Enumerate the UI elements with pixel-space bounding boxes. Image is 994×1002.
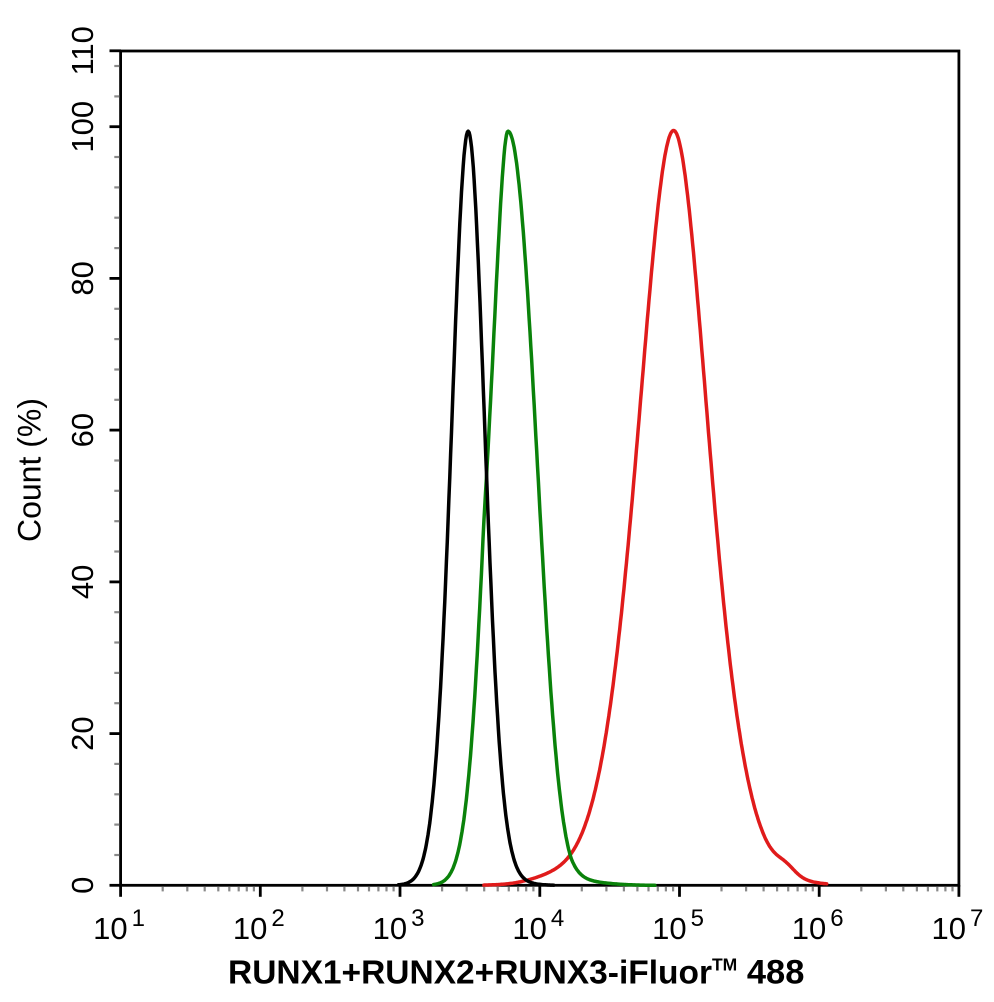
svg-text:0: 0 xyxy=(65,877,100,894)
svg-text:Count (%): Count (%) xyxy=(12,398,48,542)
svg-text:40: 40 xyxy=(65,565,100,599)
svg-text:106: 10 6 xyxy=(792,905,844,946)
svg-text:100: 100 xyxy=(65,101,100,153)
svg-text:80: 80 xyxy=(65,261,100,295)
svg-text:RUNX1+RUNX2+RUNX3-iFluorTM 488: RUNX1+RUNX2+RUNX3-iFluorTM 488 xyxy=(228,953,804,991)
svg-text:20: 20 xyxy=(65,716,100,750)
svg-text:110: 110 xyxy=(65,26,100,75)
svg-text:60: 60 xyxy=(65,413,100,447)
